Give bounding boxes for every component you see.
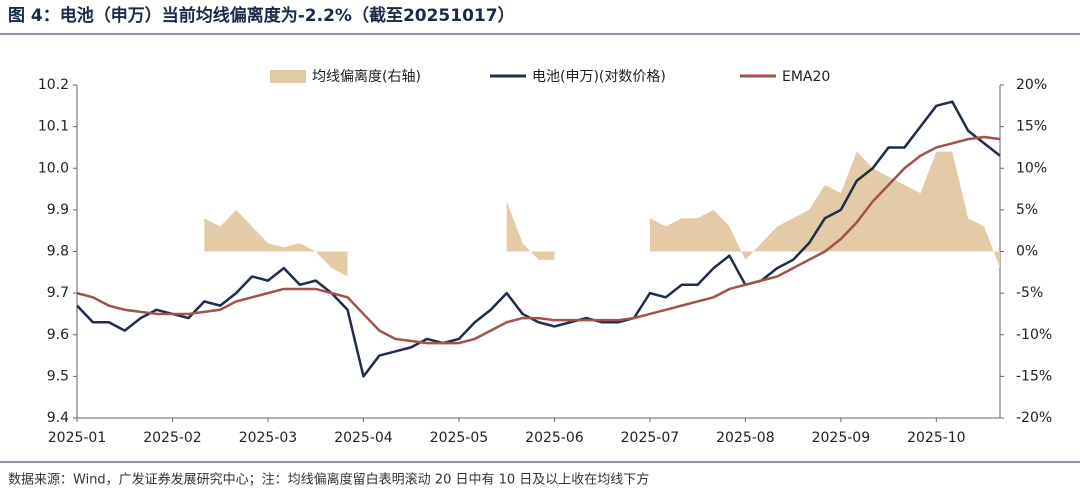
y2-tick-label: -20% [1016, 410, 1052, 426]
series-line [76, 100, 1001, 378]
chart-title: 图 4：电池（申万）当前均线偏离度为-2.2%（截至20251017） [8, 5, 515, 26]
x-tick-label: 2025-04 [334, 430, 393, 446]
x-tick-label: 2025-02 [143, 430, 202, 446]
y-tick-label: 9.7 [47, 285, 69, 301]
y-tick-label: 9.4 [47, 410, 69, 426]
legend-label: EMA20 [782, 69, 830, 85]
series-line [76, 135, 1001, 345]
x-tick-label: 2025-01 [48, 430, 107, 446]
x-tick-label: 2025-09 [812, 430, 871, 446]
x-tick-label: 2025-07 [621, 430, 680, 446]
legend-label: 均线偏离度(右轴) [312, 68, 421, 85]
y-tick-label: 9.5 [47, 368, 69, 384]
y2-tick-label: -15% [1016, 368, 1052, 384]
legend-label: 电池(申万)(对数价格) [532, 69, 666, 85]
y-tick-label: 9.8 [47, 244, 69, 260]
y2-tick-label: 20% [1016, 77, 1047, 93]
legend-swatch [270, 70, 306, 83]
y-tick-label: 10.1 [38, 119, 69, 135]
x-tick-label: 2025-03 [239, 430, 298, 446]
y2-tick-label: 5% [1016, 202, 1038, 218]
x-tick-label: 2025-06 [525, 430, 584, 446]
deviation-area [204, 151, 1000, 277]
y-tick-label: 10.2 [38, 77, 69, 93]
y2-tick-label: 0% [1016, 244, 1038, 260]
y2-tick-label: -5% [1016, 285, 1043, 301]
x-tick-label: 2025-08 [716, 430, 775, 446]
x-tick-label: 2025-05 [430, 430, 489, 446]
y-tick-label: 9.9 [47, 202, 69, 218]
y2-tick-label: 10% [1016, 160, 1047, 176]
x-tick-label: 2025-10 [907, 430, 966, 446]
y2-tick-label: -10% [1016, 327, 1052, 343]
y-tick-label: 10.0 [38, 160, 69, 176]
y-tick-label: 9.6 [47, 327, 69, 343]
footnote: 数据来源：Wind，广发证券发展研究中心；注：均线偏离度留白表明滚动 20 日中… [8, 472, 649, 488]
y2-tick-label: 15% [1016, 119, 1047, 135]
